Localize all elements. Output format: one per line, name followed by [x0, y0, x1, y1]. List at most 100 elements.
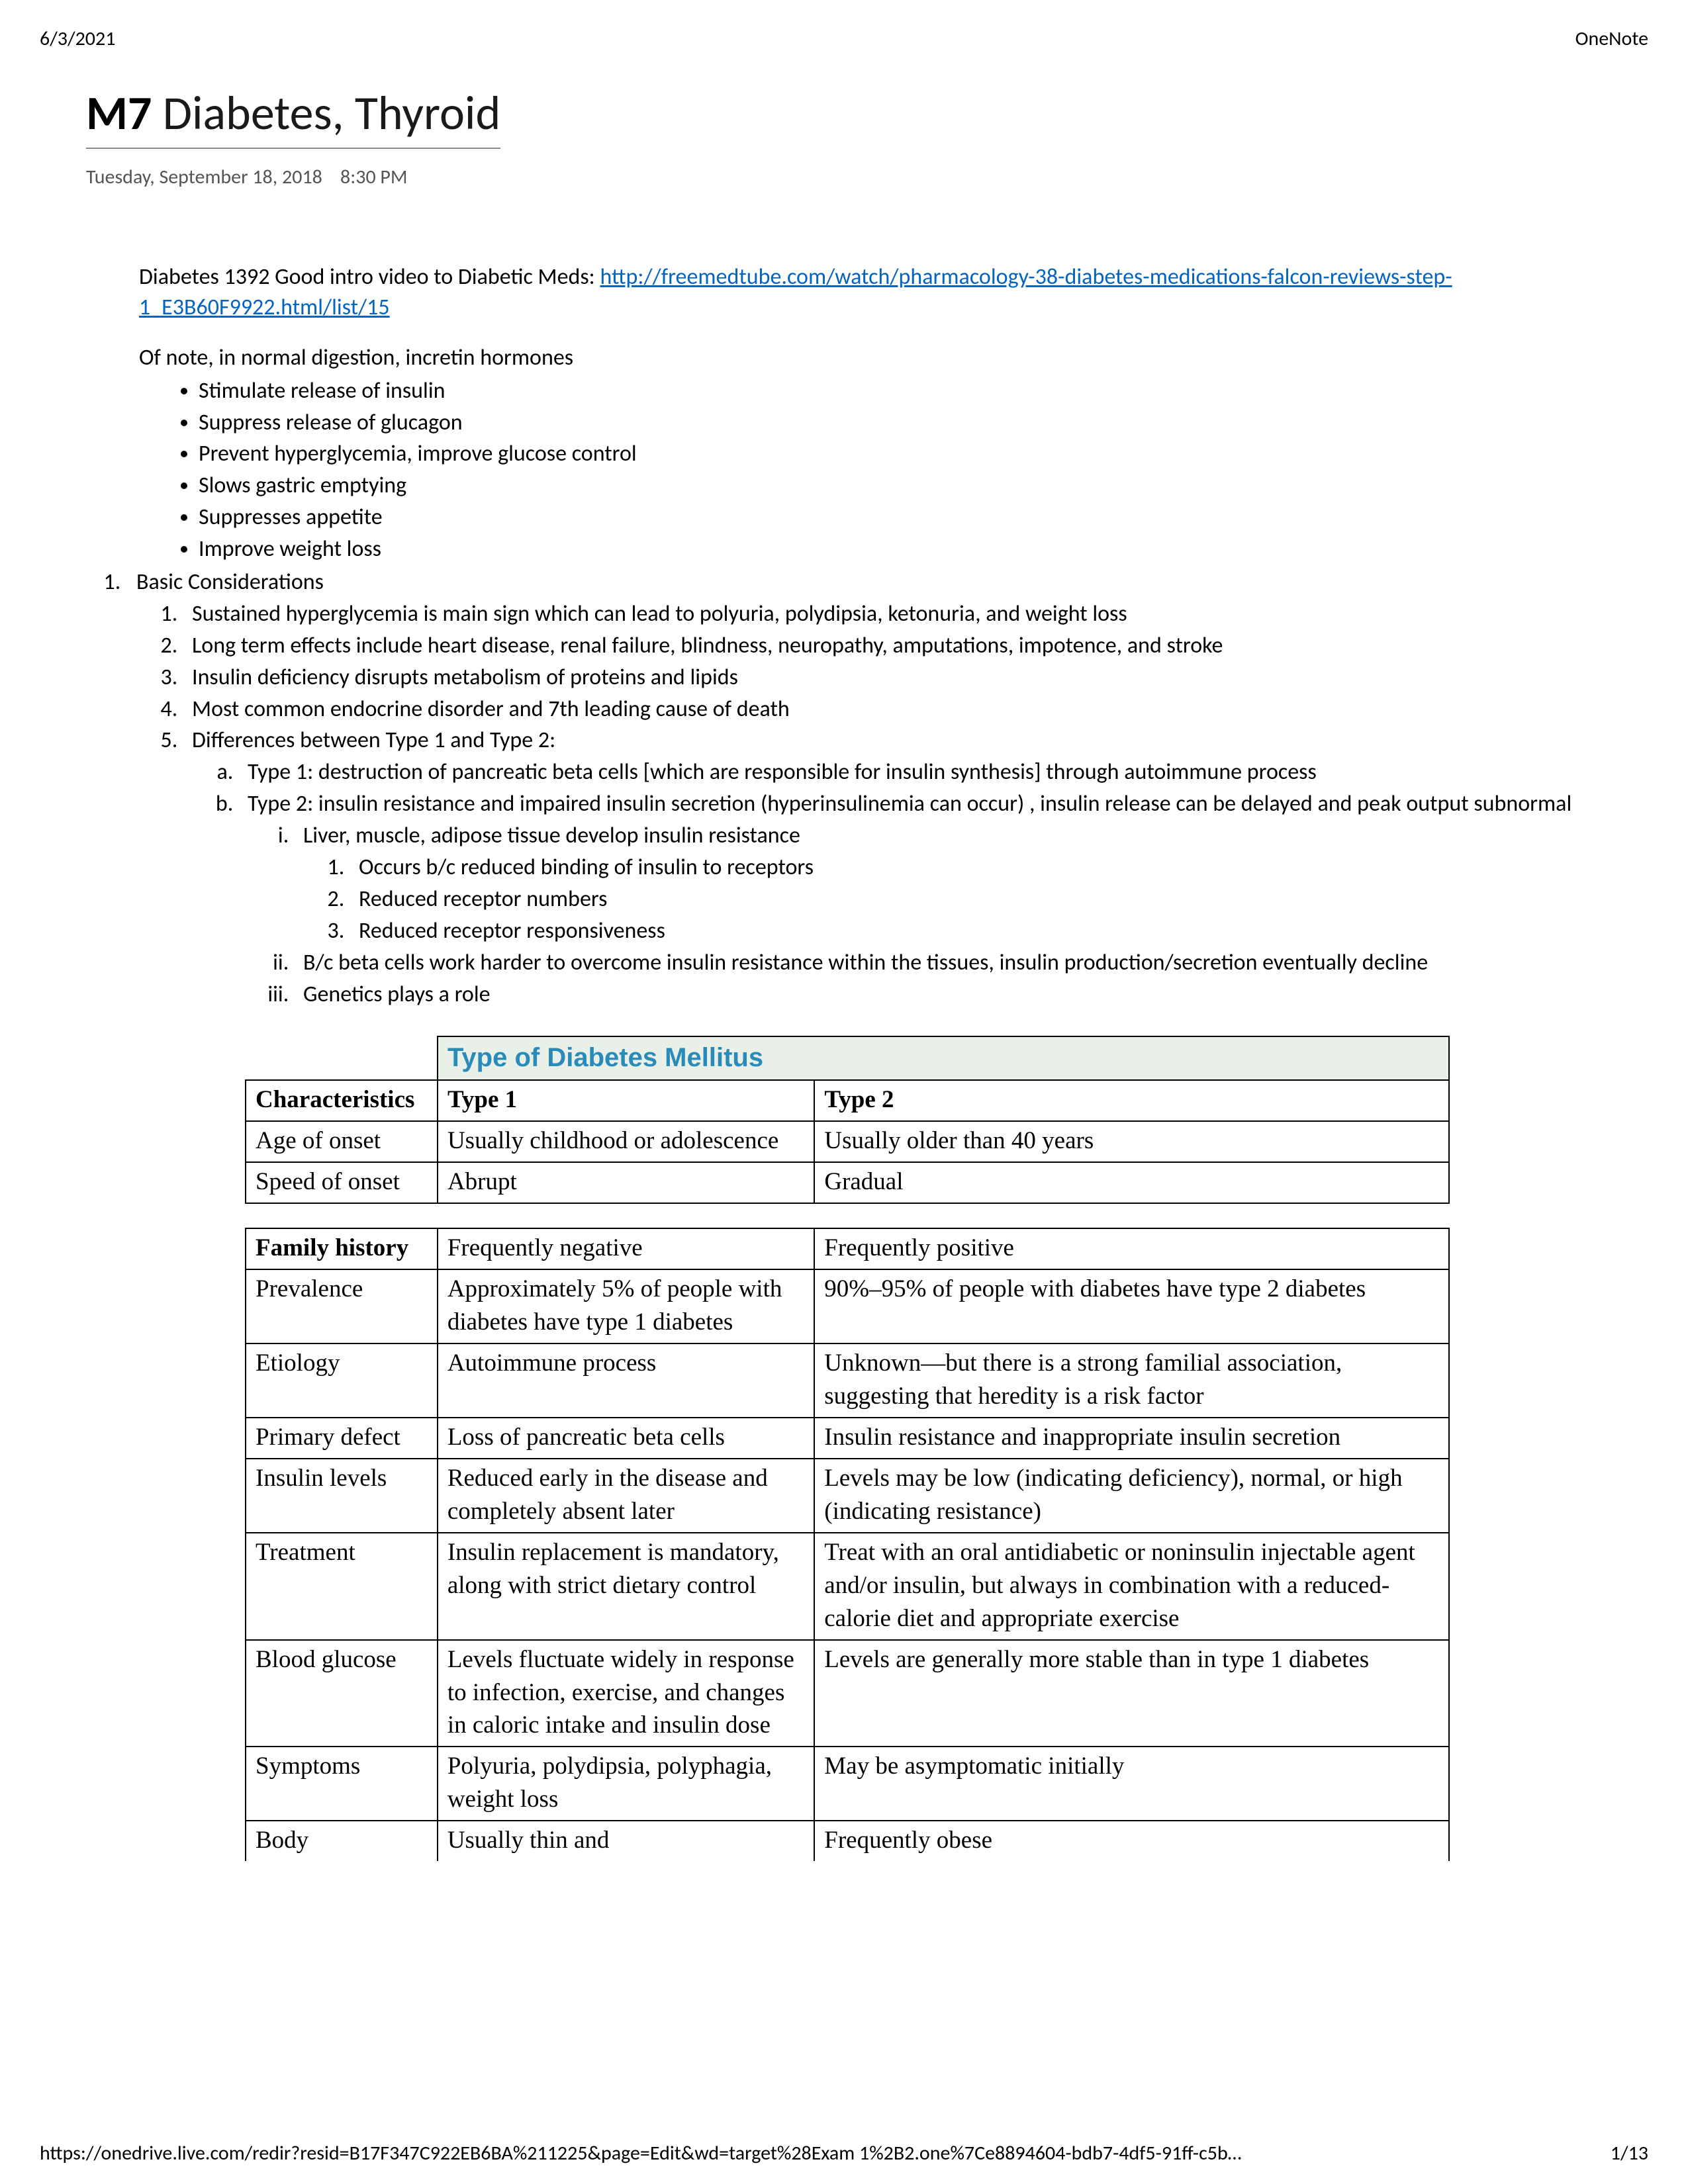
outline-level-4: Liver, muscle, adipose tissue develop in…	[248, 821, 1602, 1009]
timestamp-time: 8:30 PM	[340, 165, 408, 189]
table-row: Primary defect Loss of pancreatic beta c…	[246, 1418, 1449, 1459]
cell: Levels may be low (indicating deficiency…	[814, 1459, 1449, 1533]
outline-item: Most common endocrine disorder and 7th l…	[183, 694, 1602, 725]
cell: Insulin replacement is mandatory, along …	[438, 1533, 814, 1640]
table-row: Family history Frequently negative Frequ…	[246, 1228, 1449, 1269]
col-type1: Type 1	[438, 1080, 814, 1121]
title-rest: Diabetes, Thyroid	[152, 84, 500, 142]
list-item: Suppress release of glucagon	[199, 408, 1602, 438]
table-row: Blood glucose Levels fluctuate widely in…	[246, 1640, 1449, 1747]
outline-level-3: Type 1: destruction of pancreatic beta c…	[192, 757, 1602, 1009]
table-row: Prevalence Approximately 5% of people wi…	[246, 1269, 1449, 1343]
col-characteristics: Characteristics	[246, 1080, 438, 1121]
page-timestamp: Tuesday, September 18, 2018 8:30 PM	[86, 165, 1602, 189]
list-item: Suppresses appetite	[199, 502, 1602, 533]
cell: Symptoms	[246, 1747, 438, 1821]
outline-item: B/c beta cells work harder to overcome i…	[294, 948, 1602, 978]
footer-page: 1/13	[1611, 2141, 1648, 2165]
table-row-cutoff: Body Usually thin and Frequently obese	[246, 1821, 1449, 1861]
table-row: Symptoms Polyuria, polydipsia, polyphagi…	[246, 1747, 1449, 1821]
cell: Levels fluctuate widely in response to i…	[438, 1640, 814, 1747]
cell: Autoimmune process	[438, 1343, 814, 1418]
table-title: Type of Diabetes Mellitus	[438, 1036, 1449, 1080]
outline-level-5: Occurs b/c reduced binding of insulin to…	[303, 852, 1602, 946]
cell: Polyuria, polydipsia, polyphagia, weight…	[438, 1747, 814, 1821]
outline-label: Type 2: insulin resistance and impaired …	[248, 790, 1571, 817]
col-type2: Type 2	[814, 1080, 1449, 1121]
outline-label: Differences between Type 1 and Type 2:	[192, 727, 555, 754]
dm-table-2: Family history Frequently negative Frequ…	[245, 1228, 1450, 1861]
cell: Levels are generally more stable than in…	[814, 1640, 1449, 1747]
outline-item: Type 2: insulin resistance and impaired …	[238, 789, 1602, 1009]
print-date: 6/3/2021	[40, 26, 115, 51]
outline-level-1: Basic Considerations Sustained hyperglyc…	[99, 567, 1602, 1009]
cell: Primary defect	[246, 1418, 438, 1459]
cell: Usually thin and	[438, 1821, 814, 1861]
outline-level-2: Sustained hyperglycemia is main sign whi…	[136, 599, 1602, 1010]
footer-url: https://onedrive.live.com/redir?resid=B1…	[40, 2141, 1241, 2165]
print-footer: https://onedrive.live.com/redir?resid=B1…	[0, 2141, 1688, 2165]
cell: Unknown—but there is a strong familial a…	[814, 1343, 1449, 1418]
table-row: Speed of onset Abrupt Gradual	[246, 1162, 1449, 1203]
cell: Loss of pancreatic beta cells	[438, 1418, 814, 1459]
cell: Insulin resistance and inappropriate ins…	[814, 1418, 1449, 1459]
table-row: Etiology Autoimmune process Unknown—but …	[246, 1343, 1449, 1418]
outline-item: Reduced receptor responsiveness	[350, 916, 1602, 946]
cell: 90%–95% of people with diabetes have typ…	[814, 1269, 1449, 1343]
timestamp-date: Tuesday, September 18, 2018	[86, 165, 322, 189]
cell: Frequently negative	[438, 1228, 814, 1269]
cell: Family history	[246, 1228, 438, 1269]
outline-item: Liver, muscle, adipose tissue develop in…	[294, 821, 1602, 946]
cell: Frequently obese	[814, 1821, 1449, 1861]
list-item: Stimulate release of insulin	[199, 376, 1602, 406]
cell: Usually childhood or adolescence	[438, 1121, 814, 1162]
cell: Usually older than 40 years	[814, 1121, 1449, 1162]
outline-label: Basic Considerations	[136, 569, 324, 596]
table-row: Treatment Insulin replacement is mandato…	[246, 1533, 1449, 1640]
outline-item: Basic Considerations Sustained hyperglyc…	[126, 567, 1602, 1009]
cell: Frequently positive	[814, 1228, 1449, 1269]
cell: Reduced early in the disease and complet…	[438, 1459, 814, 1533]
outline-item: Type 1: destruction of pancreatic beta c…	[238, 757, 1602, 788]
cell: Approximately 5% of people with diabetes…	[438, 1269, 814, 1343]
dm-table-1: Type of Diabetes Mellitus Characteristic…	[245, 1036, 1450, 1204]
intro-paragraph: Diabetes 1392 Good intro video to Diabet…	[139, 262, 1602, 323]
table-header-row: Type of Diabetes Mellitus	[246, 1036, 1449, 1080]
outline-label: Liver, muscle, adipose tissue develop in…	[303, 822, 800, 849]
print-app-name: OneNote	[1575, 26, 1648, 51]
cell: Insulin levels	[246, 1459, 438, 1533]
print-header: 6/3/2021 OneNote	[0, 0, 1688, 64]
note-body: Diabetes 1392 Good intro video to Diabet…	[86, 262, 1602, 1861]
dm-table-wrapper: Type of Diabetes Mellitus Characteristic…	[245, 1036, 1602, 1861]
outline-item: Genetics plays a role	[294, 979, 1602, 1010]
table-subhead-row: Characteristics Type 1 Type 2	[246, 1080, 1449, 1121]
cell: Etiology	[246, 1343, 438, 1418]
cell: Gradual	[814, 1162, 1449, 1203]
cell: Speed of onset	[246, 1162, 438, 1203]
table-row: Age of onset Usually childhood or adoles…	[246, 1121, 1449, 1162]
outline-item: Insulin deficiency disrupts metabolism o…	[183, 662, 1602, 693]
outline-item: Occurs b/c reduced binding of insulin to…	[350, 852, 1602, 883]
table-row: Insulin levels Reduced early in the dise…	[246, 1459, 1449, 1533]
cell: Body	[246, 1821, 438, 1861]
page-content: M7 Diabetes, Thyroid Tuesday, September …	[0, 64, 1688, 1861]
outline-item: Sustained hyperglycemia is main sign whi…	[183, 599, 1602, 629]
list-item: Prevent hyperglycemia, improve glucose c…	[199, 439, 1602, 469]
cell: Treat with an oral antidiabetic or nonin…	[814, 1533, 1449, 1640]
table-header-blank	[246, 1036, 438, 1080]
cell: Prevalence	[246, 1269, 438, 1343]
cell: Abrupt	[438, 1162, 814, 1203]
outline-item: Reduced receptor numbers	[350, 884, 1602, 915]
title-prefix: M7	[86, 84, 152, 142]
list-item: Slows gastric emptying	[199, 471, 1602, 501]
cell: Blood glucose	[246, 1640, 438, 1747]
intro-lead: Diabetes 1392 Good intro video to Diabet…	[139, 263, 600, 291]
cell: May be asymptomatic initially	[814, 1747, 1449, 1821]
incretin-lead: Of note, in normal digestion, incretin h…	[139, 343, 1602, 373]
page-title: M7 Diabetes, Thyroid	[86, 84, 500, 149]
cell: Treatment	[246, 1533, 438, 1640]
outline-item: Long term effects include heart disease,…	[183, 631, 1602, 661]
outline-item: Differences between Type 1 and Type 2: T…	[183, 725, 1602, 1009]
incretin-list: Stimulate release of insulin Suppress re…	[139, 376, 1602, 565]
cell: Age of onset	[246, 1121, 438, 1162]
